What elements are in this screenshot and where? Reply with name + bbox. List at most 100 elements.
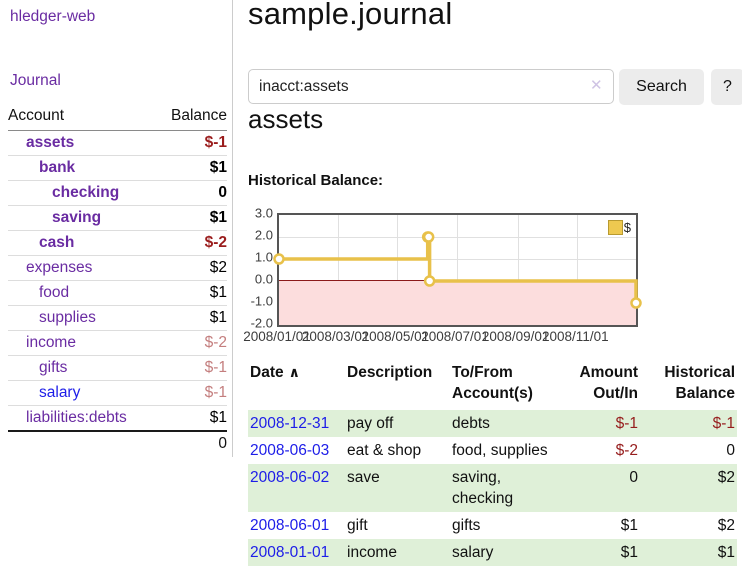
chart-plot-area[interactable]: $ [273, 213, 642, 327]
historical-balance-chart: 3.0 2.0 1.0 0.0 -1.0 -2.0 $ 2008/01/01 2008/03… [243, 206, 668, 348]
brand-link[interactable]: hledger-web [10, 8, 96, 25]
transaction-row: 2008-12-31 pay off debts $-1 $-1 [248, 410, 737, 437]
account-row: checking 0 [8, 180, 227, 206]
register-header-accounts: To/From Account(s) [452, 364, 533, 402]
page-title: sample.journal [248, 0, 453, 31]
transaction-amount: $1 [620, 517, 638, 534]
account-link-income[interactable]: income [26, 334, 76, 351]
register-header-description: Description [347, 364, 433, 381]
register-header-balance: Historical Balance [664, 364, 735, 402]
data-point[interactable] [273, 253, 285, 265]
clear-search-icon[interactable]: ✕ [590, 77, 603, 94]
transaction-description: eat & shop [347, 442, 422, 459]
account-link-assets[interactable]: assets [26, 134, 75, 151]
account-row: saving $1 [8, 205, 227, 231]
accounts-total-row: 0 [8, 430, 227, 456]
account-balance: $1 [156, 280, 227, 306]
sidebar: hledger-web Journal Account Balance asse… [0, 0, 233, 457]
help-button[interactable]: ? [711, 69, 742, 105]
gridline [457, 215, 458, 325]
account-link-expenses[interactable]: expenses [26, 259, 93, 276]
account-link-saving[interactable]: saving [52, 209, 102, 226]
y-tick-label: -2.0 [250, 315, 273, 331]
transaction-date-link[interactable]: 2008-12-31 [250, 415, 330, 432]
transaction-accounts: food, supplies [452, 442, 548, 459]
search-button[interactable]: Search [619, 69, 704, 105]
x-tick-label: 2008/11/01 [542, 329, 609, 344]
series-path [279, 235, 638, 303]
gridline [337, 215, 339, 325]
account-balance: $1 [156, 155, 227, 181]
account-balance: $2 [156, 255, 227, 281]
chart-legend: $ [607, 220, 631, 235]
y-tick-label: 0.0 [254, 271, 273, 287]
account-row: salary $-1 [8, 380, 227, 406]
transaction-row: 2008-06-03 eat & shop food, supplies $-2 0 [248, 437, 737, 464]
account-link-checking[interactable]: checking [52, 184, 120, 201]
legend-label: $ [623, 220, 631, 235]
x-tick-label: 2008/09/01 [481, 329, 550, 344]
transaction-row: 2008-06-02 save saving, checking 0 $2 [248, 464, 737, 512]
transaction-date-link[interactable]: 2008-06-02 [250, 469, 330, 486]
gridline [279, 237, 636, 238]
total-spacer [8, 430, 157, 456]
accounts-header-balance: Balance [156, 104, 227, 131]
account-row: expenses $2 [8, 255, 227, 281]
transaction-amount: $1 [620, 544, 638, 561]
gridline [517, 215, 519, 325]
register-header-date[interactable]: Date ∧ [250, 364, 300, 381]
account-balance: 0 [156, 180, 227, 206]
account-row: income $-2 [8, 330, 227, 356]
x-tick-label: 2008/07/01 [421, 329, 489, 344]
account-link-food[interactable]: food [39, 284, 70, 301]
transaction-balance: $2 [717, 469, 735, 486]
transaction-balance: $2 [717, 517, 735, 534]
gridline [397, 215, 399, 325]
transaction-description: save [347, 469, 380, 486]
accounts-table: Account Balance assets $-1 bank $1 checking 0… [8, 104, 227, 456]
main-panel: sample.journal ✕ Search ? assets Histori… [243, 0, 742, 582]
register-header-amount: Amount Out/In [579, 364, 638, 402]
y-tick-label: 1.0 [254, 249, 273, 265]
account-balance: $1 [156, 205, 227, 231]
account-link-cash[interactable]: cash [39, 234, 75, 251]
y-tick-label: 3.0 [254, 205, 273, 221]
account-balance: $-1 [156, 355, 227, 381]
sidebar-item-journal[interactable]: Journal [10, 72, 61, 89]
data-point[interactable] [630, 297, 642, 309]
account-link-salary[interactable]: salary [39, 384, 81, 401]
data-point[interactable] [422, 231, 435, 243]
chart-title: Historical Balance: [248, 172, 384, 189]
transaction-date-link[interactable]: 2008-06-03 [250, 442, 330, 459]
transaction-date-link[interactable]: 2008-01-01 [250, 544, 330, 561]
transaction-balance: $1 [717, 544, 735, 561]
transaction-date-link[interactable]: 2008-06-01 [250, 517, 330, 534]
account-link-supplies[interactable]: supplies [39, 309, 96, 326]
account-row: assets $-1 [8, 130, 227, 156]
account-balance: $1 [156, 305, 227, 331]
x-tick-label: 2008/05/01 [361, 329, 430, 344]
account-row: cash $-2 [8, 230, 227, 256]
transaction-accounts: salary [452, 544, 494, 561]
account-row: bank $1 [8, 155, 227, 181]
transaction-balance: $-1 [712, 415, 735, 432]
register-table: Date ∧ Description To/From Account(s) Amo… [248, 360, 737, 566]
data-point[interactable] [423, 275, 436, 287]
account-link-liabilities-debts[interactable]: liabilities:debts [26, 409, 127, 426]
account-link-gifts[interactable]: gifts [39, 359, 68, 376]
negative-region [279, 280, 636, 325]
account-heading: assets [248, 104, 324, 134]
account-balance: $-2 [156, 330, 227, 356]
account-balance: $-1 [156, 130, 227, 156]
transaction-description: income [347, 544, 397, 561]
legend-swatch-icon [607, 220, 623, 235]
balance-series-line [273, 231, 642, 309]
accounts-total-value: 0 [156, 430, 227, 456]
transaction-accounts: gifts [452, 517, 481, 534]
search-input[interactable] [248, 69, 614, 104]
transaction-row: 2008-01-01 income salary $1 $1 [248, 539, 737, 566]
y-tick-label: 2.0 [254, 227, 273, 243]
account-link-bank[interactable]: bank [39, 159, 76, 176]
account-row: gifts $-1 [8, 355, 227, 381]
